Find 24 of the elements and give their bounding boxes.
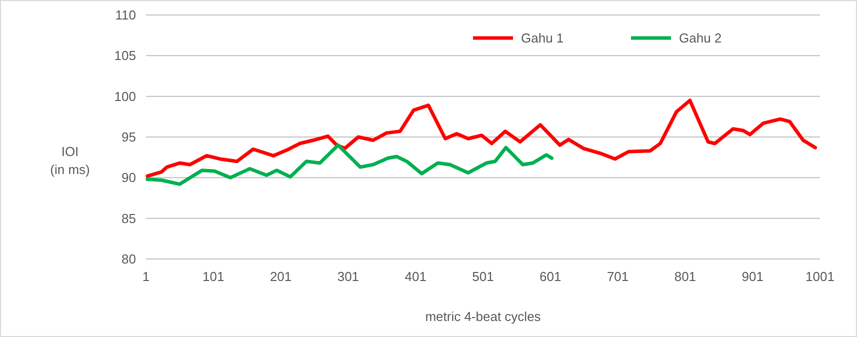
y-tick-label: 110 — [115, 8, 136, 23]
y-tick-label: 85 — [122, 210, 136, 226]
x-tick-label: 801 — [674, 269, 696, 284]
x-tick-label: 701 — [606, 269, 629, 284]
legend-label: Gahu 1 — [521, 30, 564, 46]
x-tick-label: 201 — [270, 269, 292, 284]
x-tick-label: 1 — [142, 269, 150, 284]
line-series — [146, 98, 818, 178]
x-tick-label: 501 — [472, 269, 494, 284]
x-tick-label: 901 — [742, 269, 764, 284]
x-tick-label: 101 — [202, 269, 224, 284]
y-tick-label: 80 — [122, 252, 136, 267]
x-axis-title: metric 4-beat cycles — [425, 309, 542, 324]
x-tick-label: 401 — [404, 269, 426, 284]
x-tick-label: 1001 — [806, 269, 834, 284]
x-tick-label: 301 — [337, 269, 360, 284]
y-axis-title: IOI (in ms) — [50, 144, 90, 177]
x-tick-label: 601 — [540, 269, 562, 284]
y-tick-label: 105 — [114, 48, 136, 64]
y-tick-label: 90 — [122, 170, 136, 186]
y-tick-label: 100 — [114, 88, 136, 104]
y-tick-label: 95 — [122, 130, 136, 145]
line-series — [146, 143, 554, 186]
legend-label: Gahu 2 — [679, 30, 722, 46]
